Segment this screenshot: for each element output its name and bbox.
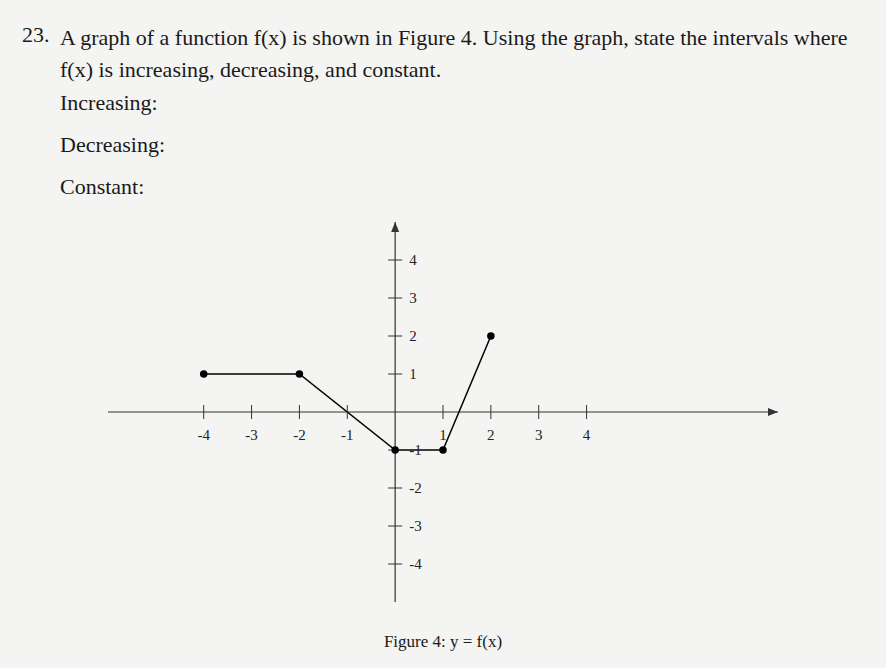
html-text:Constant:: Constant: — [60, 174, 145, 199]
svg-text:2: 2 — [409, 328, 417, 344]
svg-text:3: 3 — [409, 290, 417, 306]
svg-text:3: 3 — [535, 427, 543, 443]
svg-text:-2: -2 — [293, 427, 306, 443]
svg-text:2: 2 — [487, 427, 495, 443]
svg-text:1: 1 — [439, 427, 447, 443]
html-text:Increasing:: Increasing: — [60, 90, 158, 115]
svg-text:4: 4 — [409, 252, 417, 268]
svg-text:-4: -4 — [409, 556, 422, 572]
html-text:Figure 4: y = f(x): Figure 4: y = f(x) — [383, 632, 503, 651]
svg-text:-3: -3 — [245, 427, 257, 443]
svg-text:-3: -3 — [409, 518, 422, 534]
html-text:Decreasing:: Decreasing: — [60, 132, 166, 157]
html-text:23.: 23. — [22, 22, 50, 47]
html-text:A graph of a function f(x) is: A graph of a function f(x) is shown in F… — [60, 25, 848, 82]
svg-text:-1: -1 — [409, 442, 422, 458]
svg-text:-1: -1 — [341, 427, 354, 443]
svg-text:4: 4 — [583, 427, 591, 443]
svg-text:1: 1 — [409, 366, 417, 382]
svg-text:-4: -4 — [197, 427, 210, 443]
svg-text:-2: -2 — [409, 480, 422, 496]
